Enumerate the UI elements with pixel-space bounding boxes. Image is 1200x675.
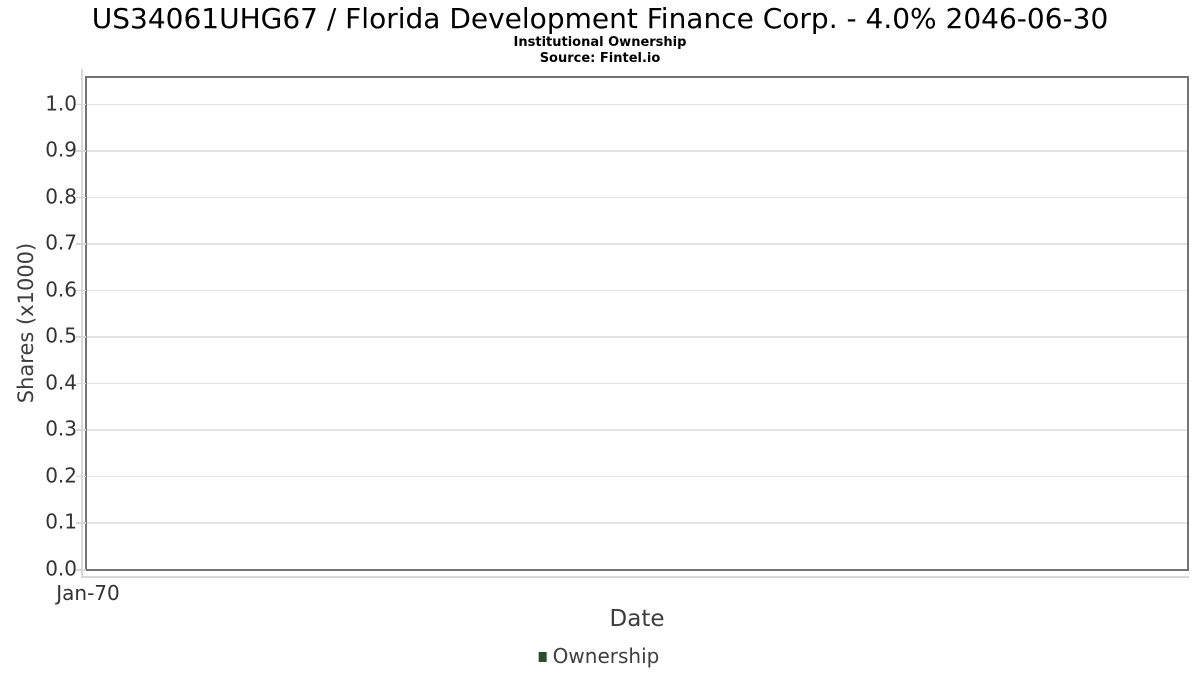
y-tick-mark — [76, 382, 86, 385]
gridline-y-0.6 — [87, 289, 1187, 292]
gridline-y-0.1 — [87, 522, 1187, 524]
gridline-y-0.8 — [87, 196, 1187, 199]
y-tick-mark — [76, 429, 86, 431]
y-tick-mark — [76, 475, 86, 478]
x-tick-label: Jan-70 — [56, 581, 120, 605]
y-tick-label: 0.7 — [45, 230, 77, 255]
gridline-y-1.0 — [87, 103, 1187, 106]
y-tick-label: 0.8 — [45, 184, 77, 209]
y-tick-mark — [76, 522, 86, 524]
y-tick-mark — [76, 336, 86, 338]
gridline-y-0.3 — [87, 429, 1187, 431]
x-axis-label: Date — [609, 606, 665, 632]
y-tick-label: 0.6 — [45, 277, 77, 302]
y-tick-mark — [76, 243, 86, 245]
y-tick-label: 0.9 — [45, 137, 77, 162]
chart-title: US34061UHG67 / Florida Development Finan… — [91, 2, 1109, 35]
gridline-y-0.9 — [87, 150, 1187, 152]
y-axis-line — [81, 69, 83, 577]
chart-source-note: Source: Fintel.io — [539, 51, 661, 66]
legend: Ownership — [538, 644, 660, 668]
y-tick-label: 0.2 — [45, 463, 77, 488]
gridline-y-0.7 — [87, 243, 1187, 245]
gridline-y-0.4 — [87, 382, 1187, 385]
y-tick-mark — [76, 196, 86, 199]
y-tick-label: 0.0 — [45, 556, 77, 581]
gridline-y-0.2 — [87, 475, 1187, 478]
y-tick-mark — [76, 150, 86, 152]
y-tick-label: 1.0 — [45, 91, 77, 116]
y-tick-mark — [76, 103, 86, 106]
y-tick-label: 0.3 — [45, 416, 77, 441]
legend-swatch-ownership-icon — [538, 651, 547, 662]
gridline-y-0.5 — [87, 336, 1187, 338]
y-tick-mark — [76, 569, 86, 571]
y-tick-mark — [76, 289, 86, 292]
x-axis-line — [81, 576, 1189, 578]
y-tick-label: 0.1 — [45, 509, 77, 534]
y-tick-label: 0.5 — [45, 323, 77, 348]
chart-subtitle: Institutional Ownership — [513, 35, 687, 50]
legend-label-ownership: Ownership — [552, 644, 660, 668]
plot-area — [85, 76, 1189, 571]
y-tick-label: 0.4 — [45, 370, 77, 395]
